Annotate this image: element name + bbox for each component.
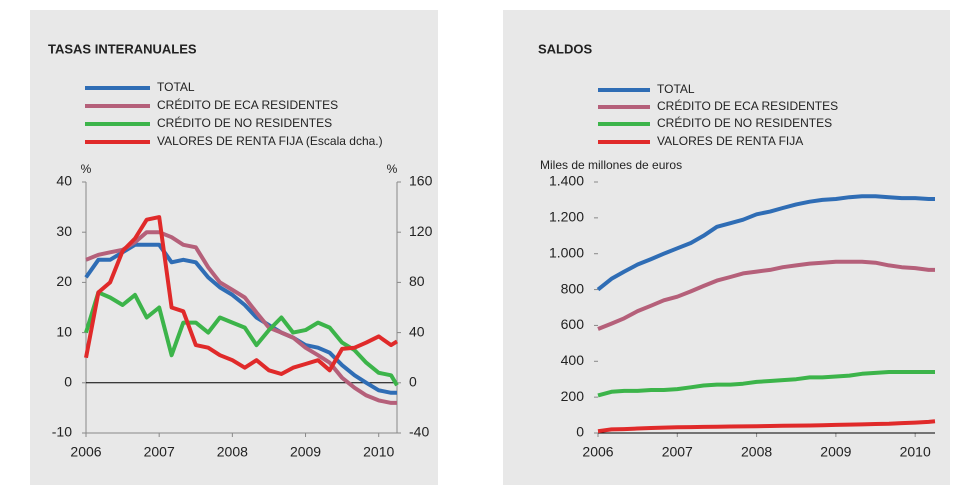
y-tick-label: 1.400 [549,173,584,189]
y2-tick-label: 0 [409,374,417,390]
legend-label: VALORES DE RENTA FIJA [657,134,803,148]
legend-label: TOTAL [157,80,195,94]
series-line [596,194,935,292]
y-tick-label: -10 [52,424,72,440]
x-tick-label: 2006 [582,444,613,460]
y-tick-label: 20 [56,273,72,289]
x-tick-label: 2009 [290,444,321,460]
y2-tick-label: 120 [409,223,433,239]
legend-label: CRÉDITO DE NO RESIDENTES [157,115,332,130]
y-tick-label: 1.200 [549,209,584,225]
legend-label: TOTAL [657,82,695,96]
x-tick-label: 2010 [363,444,394,460]
y-tick-label: 30 [56,223,72,239]
y-axis-label: % [81,162,92,176]
series-line [84,215,399,376]
x-tick-label: 2008 [741,444,772,460]
x-tick-label: 2008 [217,444,248,460]
y-tick-label: 200 [561,388,585,404]
chart-title: TASAS INTERANUALES [48,41,197,56]
panel [503,10,950,485]
y-tick-label: 600 [561,316,585,332]
x-tick-label: 2009 [820,444,851,460]
chart-title: SALDOS [538,41,593,56]
series-line [597,370,935,398]
y2-axis-label: % [387,162,398,176]
y-tick-label: 40 [56,173,72,189]
legend-label: CRÉDITO DE NO RESIDENTES [657,115,832,130]
x-tick-label: 2007 [144,444,175,460]
y-tick-label: 0 [64,374,72,390]
series-line [85,230,397,405]
y2-tick-label: -40 [409,424,429,440]
y-tick-label: 400 [561,352,585,368]
x-tick-label: 2007 [662,444,693,460]
legend-label: VALORES DE RENTA FIJA (Escala dcha.) [157,134,383,148]
y2-tick-label: 80 [409,273,425,289]
y2-tick-label: 160 [409,173,433,189]
legend-label: CRÉDITO DE ECA RESIDENTES [657,98,838,113]
y-tick-label: 10 [56,323,72,339]
x-tick-label: 2006 [70,444,101,460]
series-line [84,242,397,395]
x-tick-label: 2010 [900,444,931,460]
y-tick-label: 0 [576,424,584,440]
y-tick-label: 800 [561,280,585,296]
y2-tick-label: 40 [409,323,425,339]
legend-label: CRÉDITO DE ECA RESIDENTES [157,97,338,112]
y-tick-label: 1.000 [549,244,584,260]
panel [30,10,438,485]
series-line [597,419,936,434]
y-axis-label: Miles de millones de euros [540,158,682,172]
series-line [597,259,935,331]
